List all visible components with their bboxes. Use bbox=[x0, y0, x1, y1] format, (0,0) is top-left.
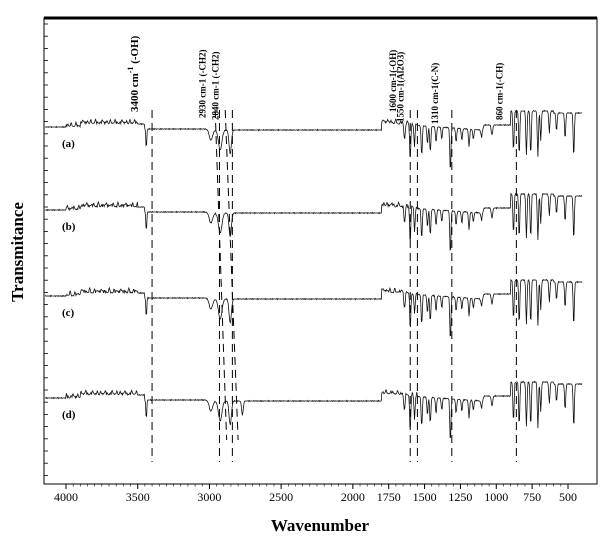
x-tick-label: 3500 bbox=[126, 490, 150, 504]
peak-label-oh1600: 1600 cm-1(-OH) bbox=[388, 50, 398, 112]
x-tick-label: 1250 bbox=[448, 490, 472, 504]
guide-line-ch2-extra-1 bbox=[214, 109, 228, 441]
spectrum-line-1 bbox=[44, 109, 583, 168]
peak-label-superscript: -1 bbox=[126, 67, 135, 74]
guide-line-ch2-extra-2 bbox=[224, 109, 239, 441]
peak-label-oh3400: 3400 cm-1 (-OH) bbox=[126, 35, 141, 112]
x-axis-title: Wavenumber bbox=[271, 516, 370, 535]
peak-label-suffix: (-OH) bbox=[129, 35, 141, 66]
y-axis-ticks bbox=[44, 23, 48, 476]
peak-label-ch860: 860 cm-1(-CH) bbox=[494, 63, 504, 120]
series-label-3: (c) bbox=[62, 307, 75, 319]
peak-label-main: 3400 cm bbox=[129, 73, 141, 112]
x-tick-label: 2000 bbox=[341, 490, 365, 504]
x-tick-label: 750 bbox=[523, 490, 541, 504]
x-tick-label: 1750 bbox=[377, 490, 401, 504]
peak-label-ch2840: 2840 cm-1 (-CH2) bbox=[210, 52, 220, 120]
spectrum-line-2 bbox=[45, 192, 583, 251]
x-tick-label: 1500 bbox=[413, 490, 437, 504]
series-labels: (a) (b) (c) (d) bbox=[62, 138, 76, 421]
series-label-1: (a) bbox=[62, 138, 75, 150]
plot-frame bbox=[43, 17, 598, 485]
peak-labels: 3400 cm-1 (-OH) 2930 cm-1 (-CH2) 2840 cm-1… bbox=[126, 35, 504, 124]
x-tick-label: 3000 bbox=[197, 490, 221, 504]
peak-label-cn1310: 1310 cm-1(C-N) bbox=[430, 63, 440, 124]
peak-label-ch2930: 2930 cm-1 (-CH2) bbox=[198, 50, 208, 118]
peak-label-al1550: 1550 cm-1(Al2O3) bbox=[395, 52, 405, 122]
x-axis: 4000 3500 3000 2500 2000 1750 1500 1250 1000 750 5… bbox=[54, 484, 577, 504]
x-tick-label: 500 bbox=[559, 490, 577, 504]
series-label-4: (d) bbox=[62, 409, 76, 421]
x-tick-label: 4000 bbox=[54, 490, 78, 504]
series-label-2: (b) bbox=[62, 221, 76, 233]
spectrum-line-4 bbox=[44, 380, 583, 439]
x-tick-label: 2500 bbox=[269, 490, 293, 504]
spectrum-line-3 bbox=[44, 278, 583, 337]
peak-guide-lines bbox=[151, 109, 517, 462]
y-axis-title: Transmitance bbox=[8, 202, 27, 302]
spectra bbox=[44, 109, 583, 439]
x-tick-label: 1000 bbox=[484, 490, 508, 504]
